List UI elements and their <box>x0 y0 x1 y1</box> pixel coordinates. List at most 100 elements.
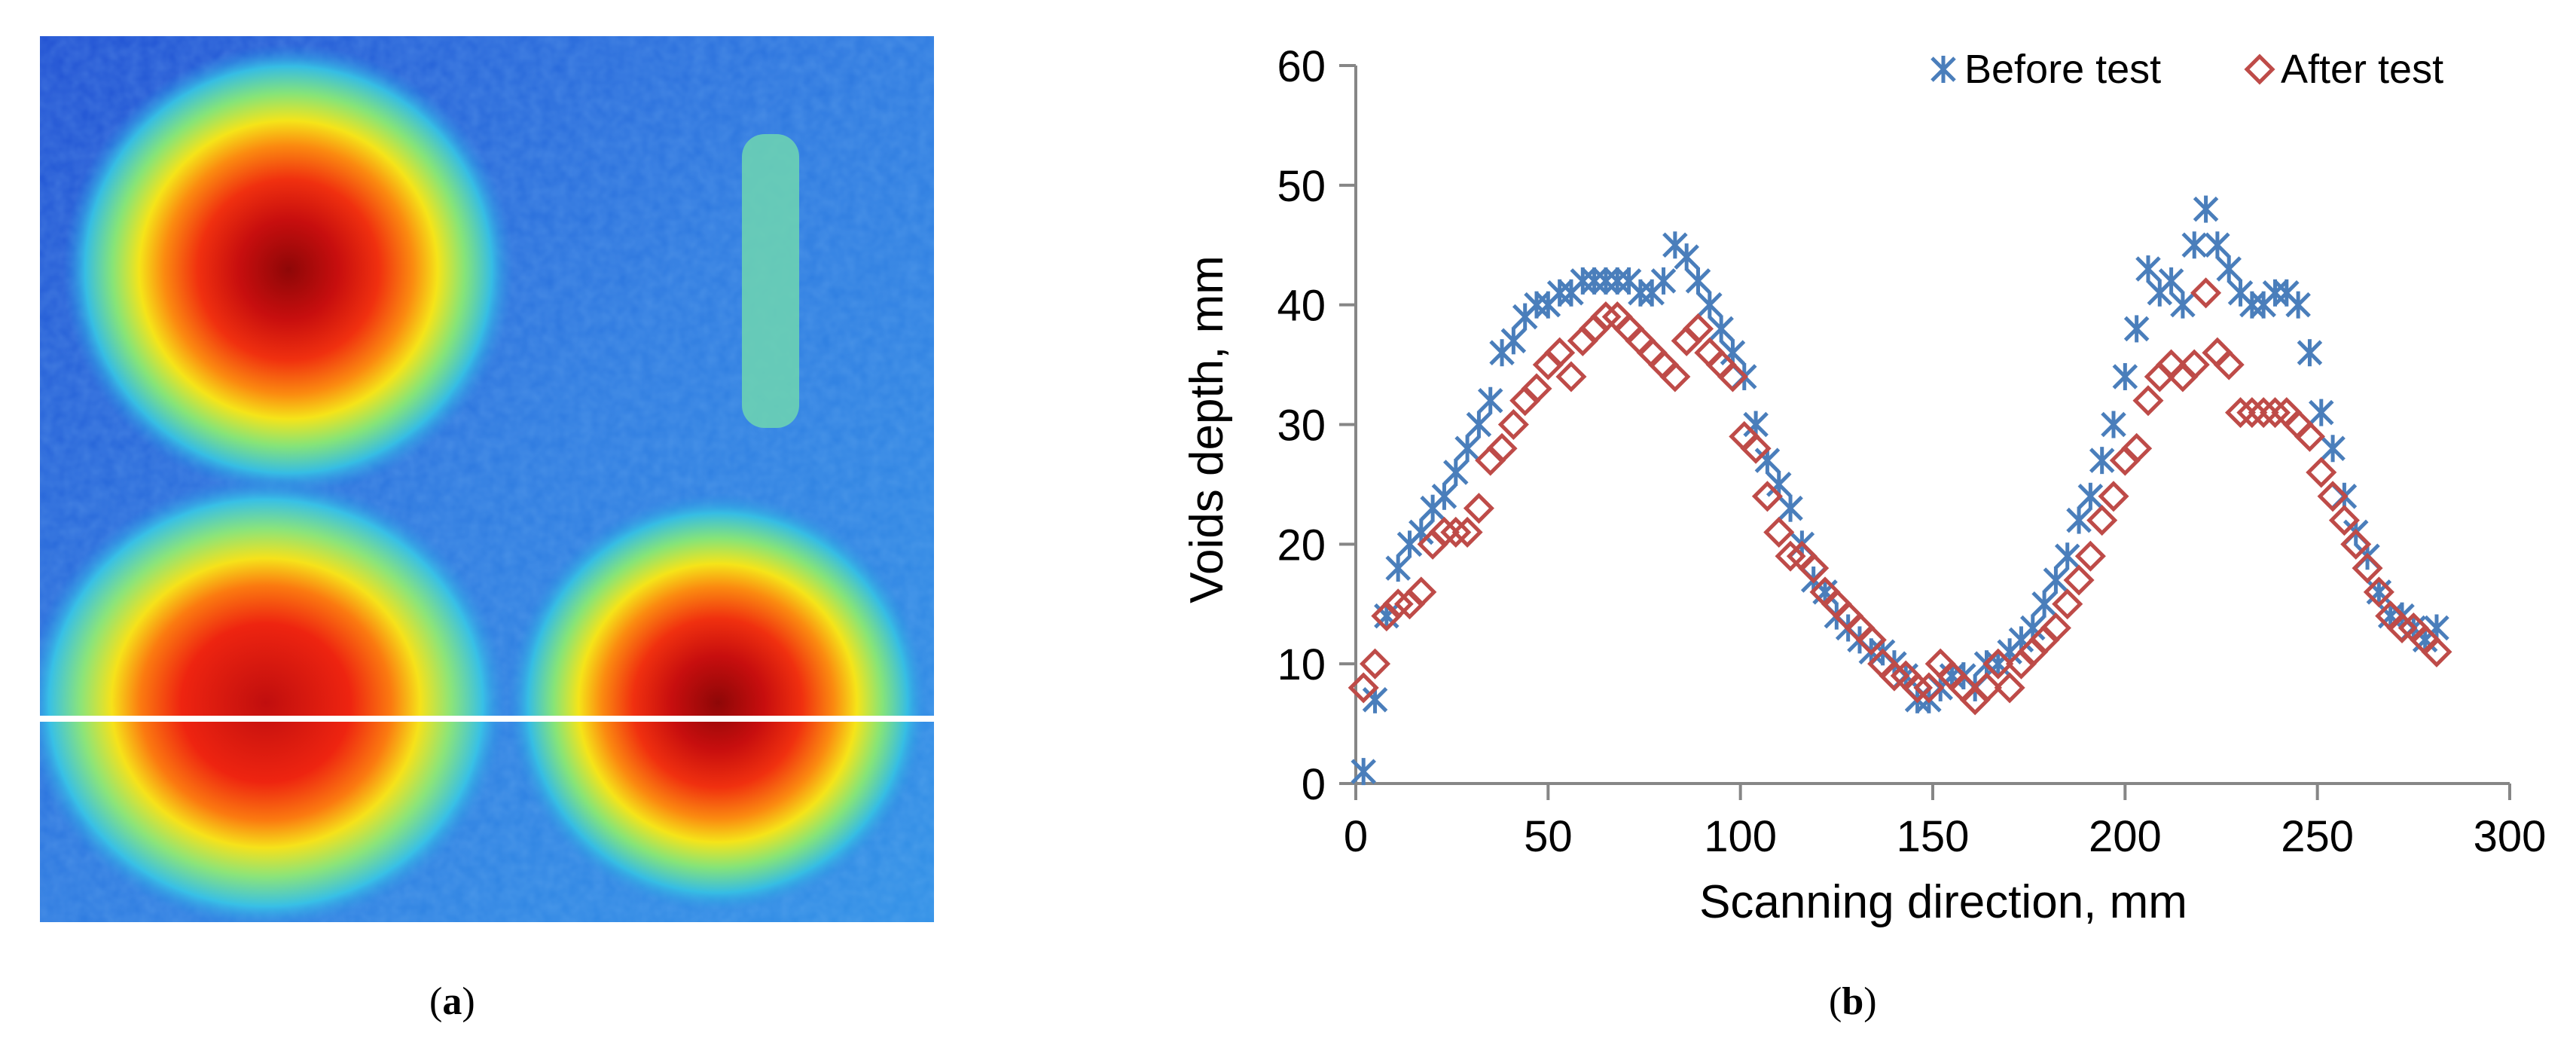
after-test-point <box>2328 505 2360 536</box>
legend-marker-after-test <box>2244 53 2275 85</box>
before-test-point <box>2135 255 2161 283</box>
before-test-point <box>2101 411 2126 438</box>
before-test-point <box>2089 447 2115 475</box>
before-test-point <box>2205 231 2230 259</box>
before-test-point <box>1674 243 1699 271</box>
y-tick-label: 50 <box>1277 162 1326 211</box>
after-test-point <box>2340 528 2372 560</box>
after-test-point <box>1763 516 1795 548</box>
void-heatmap-image <box>40 36 934 922</box>
heatmap-void-bottom-left <box>40 477 507 922</box>
after-test-point <box>2178 349 2210 380</box>
y-tick-label: 30 <box>1277 402 1326 451</box>
after-test-point <box>1879 660 1910 692</box>
after-test-point <box>2132 385 2164 417</box>
before-test-point <box>2193 195 2219 223</box>
after-test-point <box>2352 552 2383 584</box>
heatmap-scan-line <box>40 716 934 722</box>
after-test-point <box>2248 397 2279 429</box>
before-test-point <box>2285 291 2311 319</box>
heatmap-void-bottom-right <box>507 492 929 914</box>
after-test-point <box>1855 624 1887 655</box>
before-test-point <box>2216 255 2242 283</box>
y-tick-label: 0 <box>1302 760 1326 809</box>
chart-axes: 0 10 20 30 40 50 60 0 50 100 150 200 250 300 <box>1277 42 2546 861</box>
after-test-point <box>2259 397 2291 429</box>
voids-depth-chart: 0 10 20 30 40 50 60 0 50 100 150 200 250 300 Voids de… <box>1181 42 2546 928</box>
before-test-point <box>2054 542 2080 570</box>
caption-b: (b) <box>1829 980 1877 1023</box>
before-test-point <box>2320 435 2346 463</box>
after-test-point <box>2074 540 2106 572</box>
legend-label: Before test <box>1964 47 2161 92</box>
legend-marker-before-test <box>1930 56 1956 83</box>
after-test-point <box>2098 481 2129 512</box>
after-test-point <box>2386 612 2418 644</box>
before-test-point <box>1443 459 1469 487</box>
series-before-test <box>1351 195 2449 786</box>
y-tick-label: 60 <box>1277 42 1326 91</box>
x-tick-label: 0 <box>1344 812 1368 861</box>
x-axis-label: Scanning direction, mm <box>1699 876 2187 928</box>
after-test-point <box>1406 576 1437 608</box>
x-tick-label: 150 <box>1897 812 1970 861</box>
after-test-point <box>1659 361 1691 393</box>
heatmap-void-top-left <box>63 44 514 496</box>
before-test-point <box>2158 267 2184 295</box>
after-test-point <box>2421 636 2452 667</box>
before-test-point <box>1778 494 1803 522</box>
series-after-test <box>1348 277 2452 716</box>
before-test-point <box>1708 315 1734 343</box>
after-test-point <box>2052 588 2083 620</box>
after-test-point <box>1902 672 1934 704</box>
before-test-point <box>2123 315 2150 343</box>
before-test-point <box>2309 399 2334 426</box>
after-test-point <box>1775 540 1806 572</box>
before-test-point <box>2112 362 2138 390</box>
before-test-point <box>2170 291 2196 319</box>
after-test-point <box>1521 373 1552 405</box>
after-test-point <box>1428 516 1460 548</box>
after-test-point <box>2040 612 2071 644</box>
before-test-point <box>1431 482 1457 510</box>
before-test-point <box>2077 482 2104 510</box>
before-test-point <box>1477 386 1503 414</box>
after-test-point <box>1798 552 1830 584</box>
before-test-point <box>1650 267 1677 295</box>
before-test-point <box>1454 435 1480 463</box>
after-test-point <box>2224 397 2257 429</box>
before-test-point <box>1697 291 1723 319</box>
after-test-point <box>1348 672 1379 704</box>
after-test-point <box>2063 564 2095 596</box>
before-test-point <box>2066 506 2092 534</box>
after-test-point <box>1717 361 1748 393</box>
after-test-point <box>2236 397 2268 429</box>
after-test-point <box>2086 505 2118 536</box>
after-test-point <box>2306 457 2337 488</box>
before-test-point <box>1351 758 1376 786</box>
after-test-point <box>2363 576 2394 608</box>
before-test-point <box>2043 566 2069 594</box>
after-test-point <box>1440 516 1472 548</box>
x-tick-label: 250 <box>2281 812 2354 861</box>
after-test-point <box>1451 516 1483 548</box>
legend-label: After test <box>2281 47 2443 92</box>
after-test-point <box>1994 672 2025 704</box>
before-test-point <box>2297 339 2323 367</box>
before-test-point <box>2366 578 2392 606</box>
y-tick-label: 10 <box>1277 640 1326 689</box>
after-test-point <box>1497 408 1529 441</box>
after-test-point <box>2121 432 2153 464</box>
after-test-point <box>1740 432 1772 464</box>
after-test-point <box>2190 277 2222 309</box>
after-test-point <box>1913 672 1945 704</box>
x-tick-label: 300 <box>2474 812 2547 861</box>
after-test-point <box>1382 588 1414 620</box>
after-test-point <box>1590 301 1622 333</box>
after-test-point <box>1751 481 1783 512</box>
after-test-point <box>1486 432 1518 464</box>
after-test-point <box>2294 420 2325 452</box>
x-tick-label: 50 <box>1524 812 1573 861</box>
after-test-point <box>1555 361 1587 393</box>
chart-legend: Before test After test <box>1930 47 2443 92</box>
